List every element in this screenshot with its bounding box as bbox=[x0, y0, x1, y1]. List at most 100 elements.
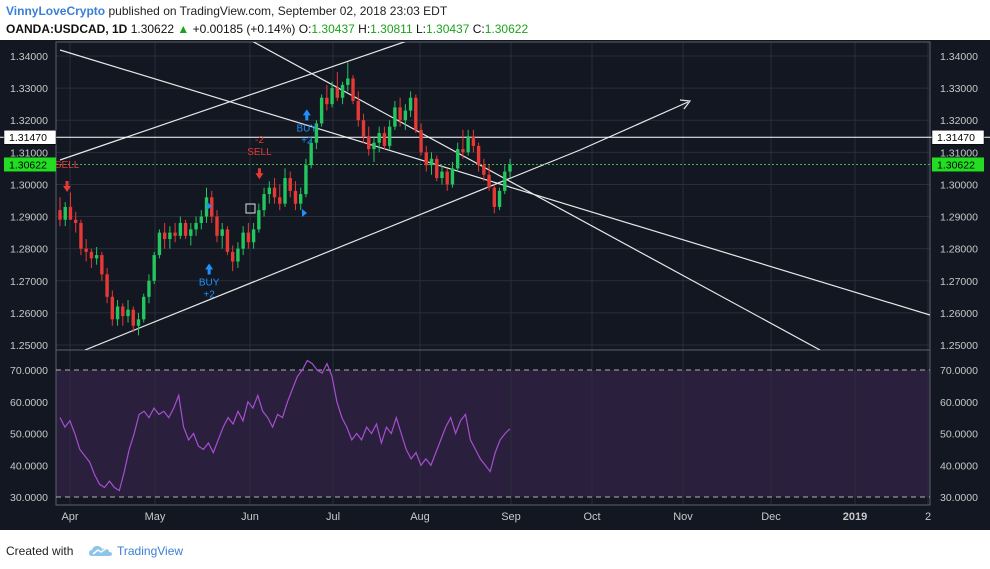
author-link[interactable]: VinnyLoveCrypto bbox=[6, 4, 106, 18]
candle-body bbox=[340, 84, 345, 98]
candle-body bbox=[89, 251, 94, 259]
candle-body bbox=[94, 255, 99, 259]
rsi-tick-left: 30.0000 bbox=[10, 492, 48, 504]
candle-body bbox=[194, 222, 198, 230]
level-tag-text: 1.31470 bbox=[9, 132, 47, 144]
price-tick-right: 1.30000 bbox=[940, 179, 978, 191]
chart-area[interactable]: SELL BUY +2 -2 SELL BUY +2 1.34000 1.34000 1.3300… bbox=[0, 40, 990, 530]
rising-resistance-line[interactable] bbox=[59, 40, 410, 161]
candle-body bbox=[482, 165, 486, 175]
price-tick-right: 1.32000 bbox=[940, 115, 978, 127]
candle-body bbox=[314, 123, 319, 143]
candle-body bbox=[377, 133, 381, 143]
buy-arrow-icon bbox=[302, 109, 311, 121]
candle-body bbox=[309, 142, 313, 166]
created-with-text: Created with bbox=[6, 544, 74, 558]
symbol-label: OANDA:USDCAD, 1D bbox=[6, 22, 128, 36]
price-tick-left: 1.31000 bbox=[10, 147, 48, 159]
candle-body bbox=[58, 210, 62, 220]
price-tick-left: 1.33000 bbox=[10, 83, 48, 95]
candle-body bbox=[346, 78, 350, 85]
buy-size-label: +2 bbox=[301, 135, 313, 146]
published-text: published on TradingView.com, September … bbox=[108, 4, 448, 18]
candle-body bbox=[330, 88, 334, 105]
sell-arrow-icon bbox=[63, 181, 72, 193]
buy-signal[interactable]: BUY+2 bbox=[297, 109, 318, 146]
candle-body bbox=[293, 190, 298, 204]
buy-signal[interactable]: BUY+2 bbox=[199, 263, 220, 301]
candle-body bbox=[283, 178, 287, 204]
candle-body bbox=[356, 100, 360, 121]
candle-body bbox=[492, 187, 497, 207]
time-tick: Apr bbox=[61, 511, 78, 523]
projection-line[interactable] bbox=[579, 101, 689, 151]
candle-body bbox=[466, 136, 470, 153]
candle-body bbox=[230, 251, 235, 262]
candle-body bbox=[361, 120, 366, 137]
last-price: 1.30622 bbox=[130, 22, 175, 36]
buy-label: BUY bbox=[297, 123, 318, 134]
candle-body bbox=[183, 222, 188, 236]
candle-body bbox=[121, 306, 125, 317]
plot-frame bbox=[55, 41, 931, 506]
candle-body bbox=[157, 232, 162, 256]
chart-header: VinnyLoveCrypto published on TradingView… bbox=[0, 0, 990, 40]
buy-size-label: +2 bbox=[203, 290, 215, 301]
tradingview-brand[interactable]: TradingView bbox=[117, 544, 184, 558]
rsi-tick-right: 50.0000 bbox=[940, 429, 978, 441]
footer: Created with TradingView bbox=[0, 535, 990, 569]
low-label: L: bbox=[416, 22, 427, 36]
price-tick-left: 1.30000 bbox=[10, 179, 48, 191]
price-tick-right: 1.28000 bbox=[940, 244, 978, 256]
rsi-band bbox=[56, 370, 930, 497]
rsi-line bbox=[59, 359, 511, 492]
candle-body bbox=[351, 78, 355, 101]
price-tick-right: 1.25000 bbox=[940, 340, 978, 352]
price-tick-left: 1.34000 bbox=[10, 51, 48, 63]
price-tick-left: 1.29000 bbox=[10, 212, 48, 224]
candle-body bbox=[152, 255, 156, 281]
candle-body bbox=[79, 222, 83, 249]
candle-body bbox=[461, 149, 465, 153]
tradingview-cloud-icon bbox=[89, 546, 112, 556]
rsi-tick-left: 40.0000 bbox=[10, 460, 48, 472]
candle-body bbox=[335, 88, 340, 98]
candle-body bbox=[236, 248, 240, 262]
rising-support-line[interactable] bbox=[84, 149, 581, 350]
candle-body bbox=[272, 187, 277, 198]
last-price-tag-left bbox=[4, 157, 56, 172]
candle-body bbox=[105, 274, 109, 297]
candle-body bbox=[278, 197, 282, 204]
close-label: C: bbox=[472, 22, 485, 36]
buy-arrow-icon bbox=[205, 263, 214, 275]
sell-signal[interactable]: SELL bbox=[55, 160, 80, 193]
time-tick: May bbox=[145, 511, 166, 523]
candle-body bbox=[398, 107, 402, 121]
price-tick-right: 1.29000 bbox=[940, 212, 978, 224]
candle-body bbox=[136, 319, 141, 326]
marker-box bbox=[245, 203, 256, 214]
price-tick-right: 1.33000 bbox=[940, 83, 978, 95]
publish-line: VinnyLoveCrypto published on TradingView… bbox=[6, 4, 447, 18]
candle-body bbox=[84, 248, 88, 252]
channel-mid-line[interactable] bbox=[250, 40, 821, 350]
candle-body bbox=[440, 171, 444, 179]
candle-body bbox=[210, 197, 214, 217]
candle-body bbox=[319, 97, 324, 124]
candle-body bbox=[508, 164, 512, 172]
ohlc-line: OANDA:USDCAD, 1D 1.30622 ▲ +0.00185 (+0.… bbox=[6, 22, 528, 36]
channel-upper-line[interactable] bbox=[59, 49, 930, 316]
time-tick: Jul bbox=[326, 511, 340, 523]
price-tick-right: 1.27000 bbox=[940, 276, 978, 288]
candle-body bbox=[288, 178, 292, 191]
candle-body bbox=[225, 229, 230, 252]
candle-body bbox=[393, 107, 397, 127]
price-tick-left: 1.25000 bbox=[10, 340, 48, 352]
projection-arrow-icon bbox=[679, 99, 692, 110]
candle-body bbox=[298, 194, 303, 204]
candles bbox=[58, 62, 512, 336]
time-tick: Jun bbox=[241, 511, 259, 523]
candle-body bbox=[419, 129, 423, 153]
